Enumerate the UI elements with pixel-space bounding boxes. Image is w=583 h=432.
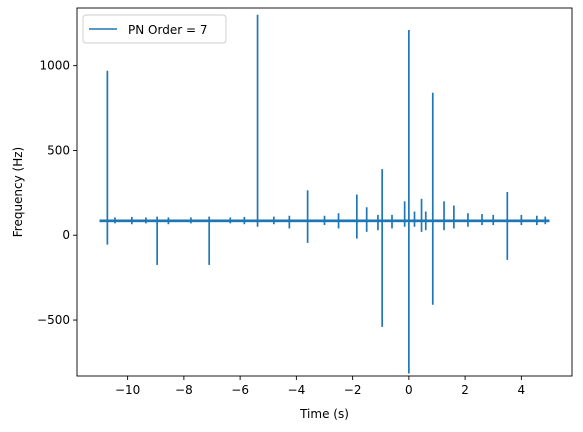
y-tick-label: 0 <box>62 228 70 242</box>
series-layer <box>99 14 550 374</box>
x-tick-label: −2 <box>344 383 362 397</box>
y-tick-label: −500 <box>37 313 70 327</box>
plot-area <box>76 7 573 377</box>
y-tick-label: 500 <box>47 143 70 157</box>
x-tick-label: 0 <box>405 383 413 397</box>
legend: PN Order = 7 <box>82 14 227 44</box>
legend-label: PN Order = 7 <box>128 23 207 37</box>
x-axis-label: Time (s) <box>299 407 349 421</box>
y-axis-label: Frequency (Hz) <box>11 147 25 238</box>
x-tick-label: −10 <box>115 383 140 397</box>
x-axis-ticks: −10 −8 −6 −4 −2 0 2 4 <box>115 376 525 397</box>
x-tick-label: −8 <box>175 383 193 397</box>
x-tick-label: 4 <box>518 383 526 397</box>
x-tick-label: 2 <box>461 383 469 397</box>
y-axis-ticks: −500 0 500 1000 <box>37 59 77 327</box>
x-tick-label: −4 <box>288 383 306 397</box>
legend-box <box>82 14 227 44</box>
x-tick-label: −6 <box>231 383 249 397</box>
y-tick-label: 1000 <box>39 59 70 73</box>
axes-frame <box>76 7 573 377</box>
